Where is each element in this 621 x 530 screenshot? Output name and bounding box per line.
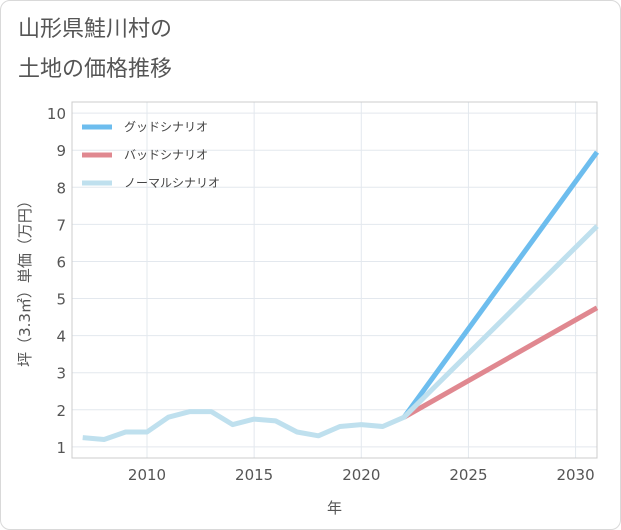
x-tick-label: 2020 — [342, 466, 380, 484]
x-axis-ticks: 2010 2015 2020 2025 2030 — [128, 466, 595, 484]
y-tick-label: 6 — [56, 253, 66, 271]
x-tick-label: 2025 — [449, 466, 487, 484]
series-line-2 — [82, 224, 599, 442]
y-axis-ticks: 1 2 3 4 5 6 7 8 9 10 — [47, 105, 66, 457]
chart-title-line-1: 山形県鮭川村の — [18, 17, 173, 42]
y-tick-label: 7 — [56, 216, 66, 234]
y-axis-label: 坪（3.3㎡）単価（万円） — [16, 193, 34, 367]
chart-title-line-2: 土地の価格推移 — [18, 57, 173, 82]
y-tick-label: 4 — [56, 328, 66, 346]
y-tick-label: 9 — [56, 142, 66, 160]
series-line-1 — [402, 305, 599, 420]
series-lines — [82, 150, 600, 442]
legend-label: バッドシナリオ — [124, 148, 208, 162]
y-tick-label: 10 — [47, 105, 66, 123]
y-tick-label: 8 — [56, 179, 66, 197]
x-axis-label: 年 — [327, 499, 342, 517]
legend-label: ノーマルシナリオ — [124, 176, 220, 190]
y-tick-label: 1 — [56, 439, 66, 457]
plot-frame — [71, 101, 598, 459]
y-tick-label: 3 — [56, 365, 66, 383]
y-tick-label: 2 — [56, 402, 66, 420]
legend-label: グッドシナリオ — [124, 120, 208, 134]
y-tick-label: 5 — [56, 291, 66, 309]
x-tick-label: 2010 — [128, 466, 166, 484]
grid-lines — [72, 102, 597, 458]
series-line-0 — [402, 150, 600, 419]
x-tick-label: 2030 — [556, 466, 594, 484]
x-tick-label: 2015 — [235, 466, 273, 484]
